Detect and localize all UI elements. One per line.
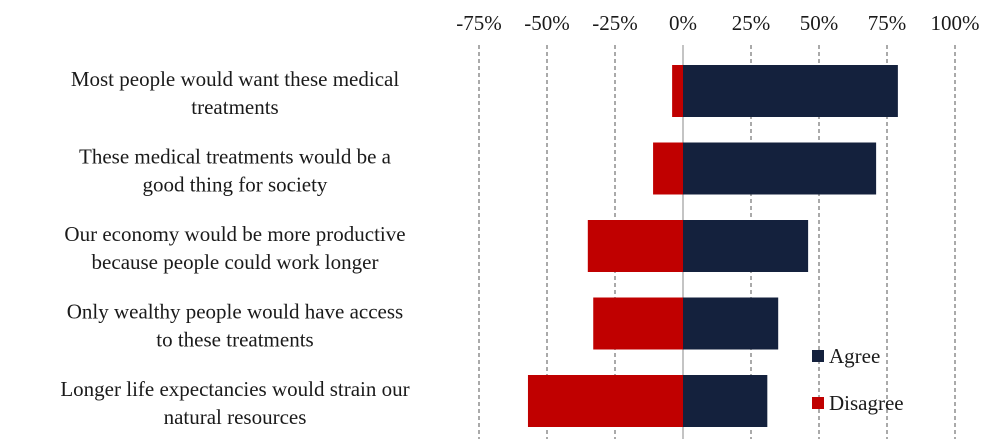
category-label: Longer life expectancies would strain ou… — [60, 377, 409, 429]
x-tick-label: 0% — [669, 11, 697, 35]
bar-disagree — [672, 65, 683, 117]
category-labels: Most people would want these medical trea… — [60, 67, 409, 429]
x-tick-label: 50% — [800, 11, 839, 35]
legend-swatch-agree — [812, 350, 824, 362]
bar-agree — [683, 65, 898, 117]
x-axis-tick-labels: -75% -50% -25% 0% 25% 50% 75% 100% — [456, 11, 979, 35]
category-label: Our economy would be more productive beca… — [64, 222, 405, 274]
legend-swatch-disagree — [812, 397, 824, 409]
x-tick-label: 75% — [868, 11, 907, 35]
category-label: Most people would want these medical trea… — [71, 67, 400, 119]
x-tick-label: 25% — [732, 11, 771, 35]
category-label: Only wealthy people would have access to … — [67, 300, 403, 352]
bar-disagree — [593, 297, 683, 350]
x-tick-label: -75% — [456, 11, 502, 35]
x-tick-label: -25% — [592, 11, 638, 35]
bar-disagree — [527, 375, 683, 427]
bar-disagree — [587, 220, 683, 272]
category-label: These medical treatments would be a good … — [79, 145, 392, 197]
x-tick-label: -50% — [524, 11, 570, 35]
bar-agree — [683, 142, 877, 195]
legend-label-agree: Agree — [829, 344, 880, 368]
bar-agree — [683, 220, 809, 272]
legend: Agree Disagree — [812, 344, 904, 415]
bar-disagree — [653, 142, 683, 195]
bar-agree — [683, 375, 768, 427]
x-tick-label: 100% — [931, 11, 980, 35]
legend-label-disagree: Disagree — [829, 391, 904, 415]
bar-agree — [683, 297, 779, 350]
bars — [527, 65, 898, 427]
